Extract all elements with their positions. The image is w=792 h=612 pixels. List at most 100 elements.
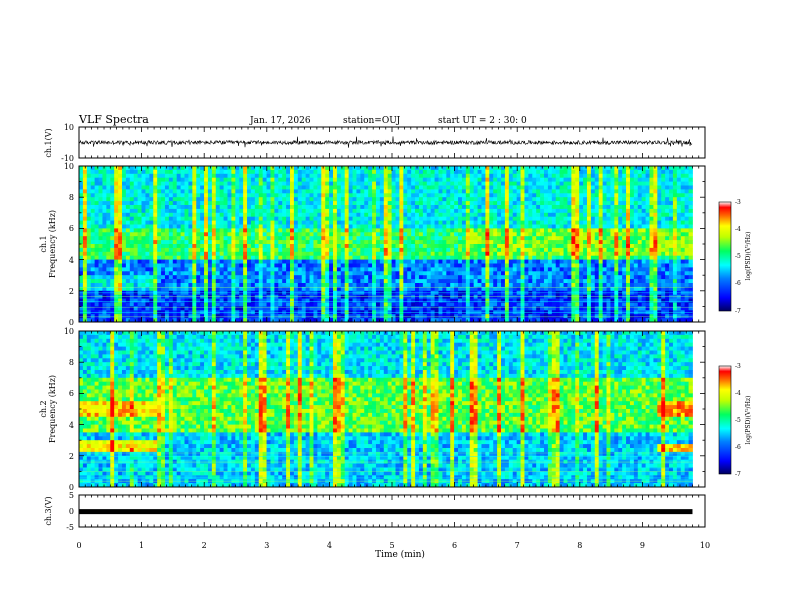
spec-cell bbox=[446, 181, 451, 186]
spec-cell bbox=[422, 244, 428, 249]
spec-cell bbox=[262, 189, 267, 194]
spec-cell bbox=[235, 208, 240, 214]
spec-cell bbox=[290, 220, 295, 225]
spec-cell bbox=[403, 267, 408, 272]
spec-cell bbox=[493, 275, 498, 280]
spec-cell bbox=[344, 212, 350, 218]
spec-cell bbox=[543, 244, 549, 249]
spec-cell bbox=[387, 286, 392, 292]
spec-cell bbox=[153, 236, 158, 241]
spec-cell bbox=[157, 259, 162, 264]
spec-cell bbox=[454, 247, 459, 253]
spec-cell bbox=[329, 286, 334, 292]
spec-cell bbox=[153, 283, 158, 288]
spec-cell bbox=[282, 216, 287, 221]
spec-cell bbox=[501, 271, 506, 276]
spec-cell bbox=[309, 286, 314, 292]
spec-cell bbox=[90, 244, 96, 249]
spec-cell bbox=[184, 189, 189, 194]
spec-cell bbox=[461, 166, 467, 171]
spec-cell bbox=[137, 247, 142, 253]
spec-cell bbox=[188, 208, 193, 214]
spec-cell bbox=[653, 271, 658, 276]
spec-cell bbox=[274, 205, 279, 210]
spec-cell bbox=[672, 283, 678, 288]
spec-cell bbox=[575, 197, 580, 202]
spec-cell bbox=[422, 224, 428, 229]
spec-cell bbox=[629, 255, 635, 260]
spec-cell bbox=[356, 181, 361, 186]
spec-cell bbox=[602, 220, 607, 225]
spec-cell bbox=[524, 251, 529, 257]
spec-cell bbox=[332, 185, 338, 190]
spec-cell bbox=[157, 251, 162, 257]
spec-cell bbox=[262, 197, 267, 202]
spec-cell bbox=[278, 224, 283, 229]
spec-cell bbox=[215, 220, 221, 225]
spec-cell bbox=[493, 189, 498, 194]
spec-cell bbox=[680, 177, 686, 182]
spec-cell bbox=[262, 212, 267, 218]
spec-cell bbox=[157, 208, 162, 214]
spec-cell bbox=[602, 189, 607, 194]
spec-cell bbox=[157, 185, 162, 190]
spec-cell bbox=[461, 240, 467, 245]
spec-cell bbox=[493, 177, 498, 182]
spec-cell bbox=[184, 216, 189, 221]
spec-cell bbox=[465, 193, 471, 198]
spec-cell bbox=[567, 263, 572, 268]
spec-cell bbox=[176, 279, 181, 284]
spec-cell bbox=[375, 197, 381, 202]
spec-cell bbox=[567, 208, 572, 214]
spec-cell bbox=[407, 185, 412, 190]
spec-cell bbox=[250, 283, 256, 288]
spec-cell bbox=[368, 212, 373, 218]
spec-cell bbox=[403, 236, 408, 241]
spec-cell bbox=[364, 240, 369, 245]
spec-cell bbox=[352, 197, 357, 202]
spec-cell bbox=[508, 212, 514, 218]
spec-cell bbox=[282, 212, 287, 218]
spec-cell bbox=[465, 224, 471, 229]
spec-cell bbox=[211, 208, 217, 214]
spec-cell bbox=[415, 181, 420, 186]
spec-cell bbox=[329, 166, 334, 171]
spec-cell bbox=[172, 185, 178, 190]
spec-cell bbox=[372, 166, 377, 171]
spec-cell bbox=[172, 240, 178, 245]
spec-cell bbox=[192, 271, 197, 276]
spec-cell bbox=[157, 275, 162, 280]
spec-cell bbox=[458, 279, 463, 284]
spec-cell bbox=[297, 224, 303, 229]
spec-cell bbox=[528, 263, 533, 268]
spec-cell bbox=[258, 271, 264, 276]
spec-cell bbox=[583, 240, 588, 245]
spec-cell bbox=[325, 232, 330, 237]
spec-cell bbox=[501, 173, 506, 179]
spec-cell bbox=[649, 166, 654, 171]
spec-cell bbox=[637, 220, 643, 225]
spec-cell bbox=[407, 169, 412, 175]
spec-cell bbox=[657, 208, 662, 214]
spec-cell bbox=[653, 236, 658, 241]
spec-cell bbox=[579, 247, 584, 253]
spec-cell bbox=[250, 224, 256, 229]
spec-cell bbox=[149, 177, 154, 182]
spec-cell bbox=[629, 197, 635, 202]
spec-cell bbox=[399, 220, 404, 225]
spec-cell bbox=[129, 255, 135, 260]
spec-cell bbox=[164, 201, 170, 206]
spec-cell bbox=[114, 220, 119, 225]
spec-cell bbox=[344, 240, 350, 245]
spec-cell bbox=[207, 232, 213, 237]
spec-cell bbox=[348, 166, 353, 171]
spec-cell bbox=[473, 259, 478, 264]
spec-cell bbox=[219, 197, 224, 202]
spec-cell bbox=[602, 283, 607, 288]
spec-cell bbox=[168, 224, 174, 229]
spec-cell bbox=[606, 181, 611, 186]
spec-cell bbox=[274, 240, 279, 245]
spec-cell bbox=[332, 232, 338, 237]
spec-cell bbox=[141, 263, 146, 268]
spec-cell bbox=[379, 275, 385, 280]
